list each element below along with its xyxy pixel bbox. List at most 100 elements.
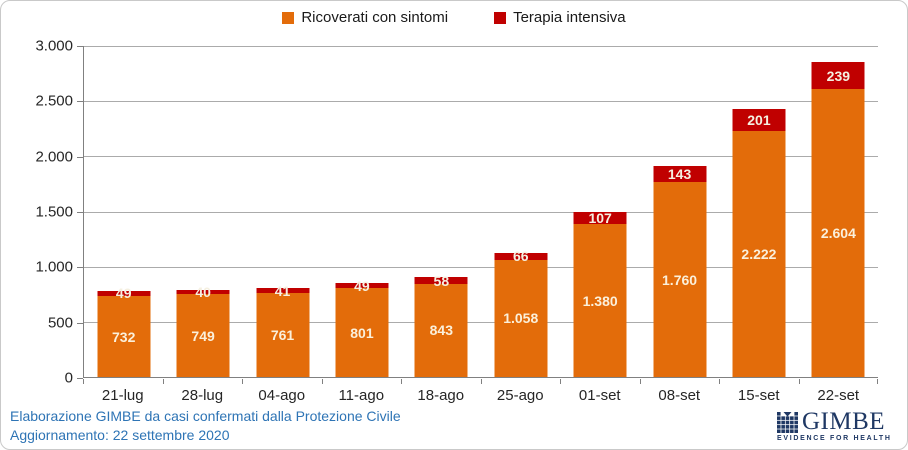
stacked-bar-25-ago: 66 1.058	[494, 253, 547, 377]
x-tick-mark	[83, 379, 84, 384]
x-tick-mark	[242, 379, 243, 384]
segment-terapia-intensiva: 239	[812, 62, 865, 88]
segment-ricoverati: 843	[415, 284, 468, 377]
bar-slot: 40 749	[163, 46, 242, 377]
bar-slot: 107 1.380	[560, 46, 639, 377]
x-tick-label: 22-set	[799, 387, 879, 404]
segment-ricoverati: 2.604	[812, 89, 865, 377]
x-tick-label: 15-set	[719, 387, 799, 404]
segment-value-label: 843	[430, 323, 453, 337]
bar-slot: 58 843	[402, 46, 481, 377]
x-tick-label: 28-lug	[163, 387, 243, 404]
stacked-bar-18-ago: 58 843	[415, 277, 468, 377]
x-axis-labels: 21-lug28-lug04-ago11-ago18-ago25-ago01-s…	[83, 387, 878, 404]
segment-value-label: 41	[275, 284, 291, 298]
y-tick-label: 2.500	[35, 94, 73, 109]
bar-slot: 49 801	[322, 46, 401, 377]
y-tick-label: 0	[65, 371, 73, 386]
segment-terapia-intensiva: 107	[574, 212, 627, 224]
segment-value-label: 761	[271, 328, 294, 342]
x-tick-mark	[719, 379, 720, 384]
x-tick-label: 08-set	[640, 387, 720, 404]
stacked-bar-11-ago: 49801	[335, 283, 388, 377]
segment-value-label: 66	[513, 249, 529, 263]
segment-ricoverati: 2.222	[732, 131, 785, 377]
segment-ricoverati: 801	[335, 288, 388, 377]
legend-item-terapia: Terapia intensiva	[494, 9, 626, 26]
segment-value-label: 2.604	[821, 226, 856, 240]
segment-value-label: 2.222	[741, 247, 776, 261]
segment-value-label: 201	[747, 113, 770, 127]
bar-slot: 143 1.760	[640, 46, 719, 377]
stacked-bar-21-lug: 49732	[97, 291, 150, 377]
y-tick-label: 1.000	[35, 260, 73, 275]
x-tick-mark	[560, 379, 561, 384]
footer-update: Aggiornamento: 22 settembre 2020	[10, 426, 401, 445]
y-tick-label: 2.000	[35, 149, 73, 164]
segment-terapia-intensiva: 143	[653, 166, 706, 182]
gimbe-logo-text: GIMBE	[802, 411, 885, 433]
segment-value-label: 801	[350, 326, 373, 340]
bar-slot: 239 2.604	[799, 46, 878, 377]
x-axis-ticks	[83, 379, 878, 384]
segment-value-label: 40	[195, 285, 211, 299]
x-tick-mark	[481, 379, 482, 384]
segment-value-label: 749	[191, 329, 214, 343]
stacked-bar-04-ago: 41761	[256, 288, 309, 377]
y-tick-label: 3.000	[35, 39, 73, 54]
segment-value-label: 143	[668, 167, 691, 181]
segment-ricoverati: 1.760	[653, 182, 706, 377]
x-tick-mark	[877, 379, 878, 384]
x-tick-mark	[163, 379, 164, 384]
segment-ricoverati: 1.058	[494, 260, 547, 377]
bar-slots: 49 732 40 749 41 761 49 801 58 843 66 1.058 107 1.380…	[84, 46, 878, 377]
bar-slot: 41 761	[243, 46, 322, 377]
footer-source: Elaborazione GIMBE da casi confermati da…	[10, 407, 401, 426]
x-tick-label: 25-ago	[481, 387, 561, 404]
stacked-bar-28-lug: 40749	[177, 290, 230, 377]
bar-slot: 201 2.222	[719, 46, 798, 377]
segment-ricoverati: 1.380	[574, 224, 627, 377]
segment-value-label: 1.058	[503, 311, 538, 325]
segment-terapia-intensiva: 201	[732, 109, 785, 131]
legend-item-ricoverati: Ricoverati con sintomi	[282, 9, 448, 26]
x-tick-mark	[322, 379, 323, 384]
x-tick-mark	[401, 379, 402, 384]
segment-value-label: 49	[354, 279, 370, 293]
segment-value-label: 107	[588, 211, 611, 225]
gimbe-logo: GIMBE EVIDENCE FOR HEALTH	[777, 411, 895, 442]
y-axis-labels: 05001.0001.5002.0002.5003.000	[1, 46, 73, 378]
gimbe-logo-mosaic-icon	[777, 412, 798, 433]
y-tick-label: 500	[48, 315, 73, 330]
segment-terapia-intensiva: 66	[494, 253, 547, 260]
legend-swatch-terapia-icon	[494, 12, 506, 24]
bar-slot: 66 1.058	[481, 46, 560, 377]
segment-ricoverati: 732	[97, 296, 150, 377]
legend-label: Ricoverati con sintomi	[301, 9, 448, 26]
legend-label: Terapia intensiva	[513, 9, 626, 26]
segment-value-label: 1.760	[662, 273, 697, 287]
footer-notes: Elaborazione GIMBE da casi confermati da…	[10, 407, 401, 445]
segment-value-label: 49	[116, 286, 132, 300]
plot-area: 49 732 40 749 41 761 49 801 58 843 66 1.058 107 1.380…	[83, 46, 878, 378]
bar-slot: 49 732	[84, 46, 163, 377]
segment-value-label: 58	[434, 274, 450, 288]
segment-ricoverati: 761	[256, 293, 309, 377]
x-tick-label: 11-ago	[322, 387, 402, 404]
x-tick-label: 21-lug	[83, 387, 163, 404]
x-tick-label: 18-ago	[401, 387, 481, 404]
stacked-bar-01-set: 107 1.380	[574, 212, 627, 377]
legend: Ricoverati con sintomi Terapia intensiva	[1, 9, 907, 26]
segment-ricoverati: 749	[177, 294, 230, 377]
stacked-bar-08-set: 143 1.760	[653, 166, 706, 377]
legend-swatch-ricoverati-icon	[282, 12, 294, 24]
chart-panel: Ricoverati con sintomi Terapia intensiva…	[0, 0, 908, 450]
segment-value-label: 1.380	[583, 294, 618, 308]
segment-value-label: 732	[112, 330, 135, 344]
segment-value-label: 239	[827, 69, 850, 83]
y-tick-label: 1.500	[35, 205, 73, 220]
stacked-bar-15-set: 201 2.222	[732, 109, 785, 377]
x-tick-mark	[640, 379, 641, 384]
gimbe-logo-tagline: EVIDENCE FOR HEALTH	[777, 435, 895, 442]
x-tick-mark	[799, 379, 800, 384]
